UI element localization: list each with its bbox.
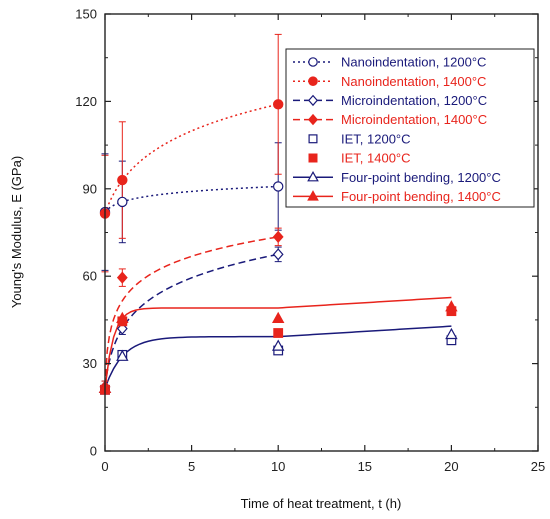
nanoindentation-1200c-curve <box>104 185 279 213</box>
iet-1400c-point <box>273 328 284 338</box>
legend-marker-iet-1400c <box>308 153 318 163</box>
legend-marker-iet-1200c <box>308 134 318 144</box>
four-point-bending-1400c-curve <box>104 296 452 389</box>
nanoindentation-1200c-point <box>273 181 284 192</box>
y-tick-label: 60 <box>83 269 97 284</box>
y-tick-label: 90 <box>83 181 97 196</box>
x-tick-label: 15 <box>358 459 372 474</box>
four-point-bending-1400c-point <box>116 311 129 324</box>
four-point-bending-1400c-point <box>271 311 285 324</box>
legend-label-microindentation-1400c: Microindentation, 1400°C <box>341 112 487 127</box>
y-axis-title: Young's Modulus, E (GPa) <box>9 156 24 308</box>
four-point-bending-1200c-point <box>271 339 285 351</box>
legend-marker-four-point-bending-1400c <box>307 190 319 201</box>
legend-marker-four-point-bending-1200c <box>307 170 319 182</box>
four-point-bending-1400c-point <box>445 300 458 312</box>
legend-label-nanoindentation-1200c: Nanoindentation, 1200°C <box>341 55 486 70</box>
microindentation-1400c-curve <box>104 236 279 387</box>
x-axis: 0 5 10 15 20 25 <box>101 14 545 474</box>
legend-label-four-point-bending-1400c: Four-point bending, 1400°C <box>341 189 501 204</box>
legend-label-microindentation-1200c: Microindentation, 1200°C <box>341 93 487 108</box>
y-tick-label: 0 <box>90 444 97 459</box>
error-bars <box>101 33 282 394</box>
data-markers <box>98 99 458 395</box>
y-tick-label: 120 <box>75 94 97 109</box>
nanoindentation-1400c-point <box>117 174 128 186</box>
four-point-bending-1200c-point <box>445 327 458 340</box>
legend-marker-nanoindentation-1400c <box>308 76 318 86</box>
legend-label-iet-1400c: IET, 1400°C <box>341 151 411 166</box>
y-tick-label: 30 <box>83 356 97 371</box>
x-tick-label: 5 <box>188 459 195 474</box>
legend: Nanoindentation, 1200°C Nanoindentation, … <box>285 48 535 208</box>
legend-label-four-point-bending-1200c: Four-point bending, 1200°C <box>341 170 501 185</box>
legend-label-iet-1200c: IET, 1200°C <box>341 131 411 146</box>
nanoindentation-1400c-curve <box>104 103 279 214</box>
y-tick-label: 150 <box>75 7 97 22</box>
microindentation-1200c-point <box>272 248 284 261</box>
x-axis-title: Time of heat treatment, t (h) <box>241 496 402 511</box>
microindentation-1400c-point <box>116 271 128 284</box>
x-tick-label: 25 <box>531 459 545 474</box>
x-tick-label: 20 <box>444 459 458 474</box>
legend-box <box>285 48 535 208</box>
legend-marker-microindentation-1400c <box>308 113 318 126</box>
nanoindentation-1400c-point <box>273 99 284 110</box>
x-tick-label: 0 <box>101 459 108 474</box>
y-axis: 0 30 60 90 120 150 <box>75 7 538 459</box>
legend-marker-nanoindentation-1200c <box>308 57 318 67</box>
x-tick-label: 10 <box>271 459 285 474</box>
legend-label-nanoindentation-1400c: Nanoindentation, 1400°C <box>341 74 486 89</box>
legend-marker-microindentation-1200c <box>308 94 318 107</box>
microindentation-1200c-curve <box>104 253 279 388</box>
microindentation-1400c-point <box>272 230 284 243</box>
four-point-bending-1200c-point <box>116 349 129 361</box>
nanoindentation-1200c-point <box>117 196 128 208</box>
